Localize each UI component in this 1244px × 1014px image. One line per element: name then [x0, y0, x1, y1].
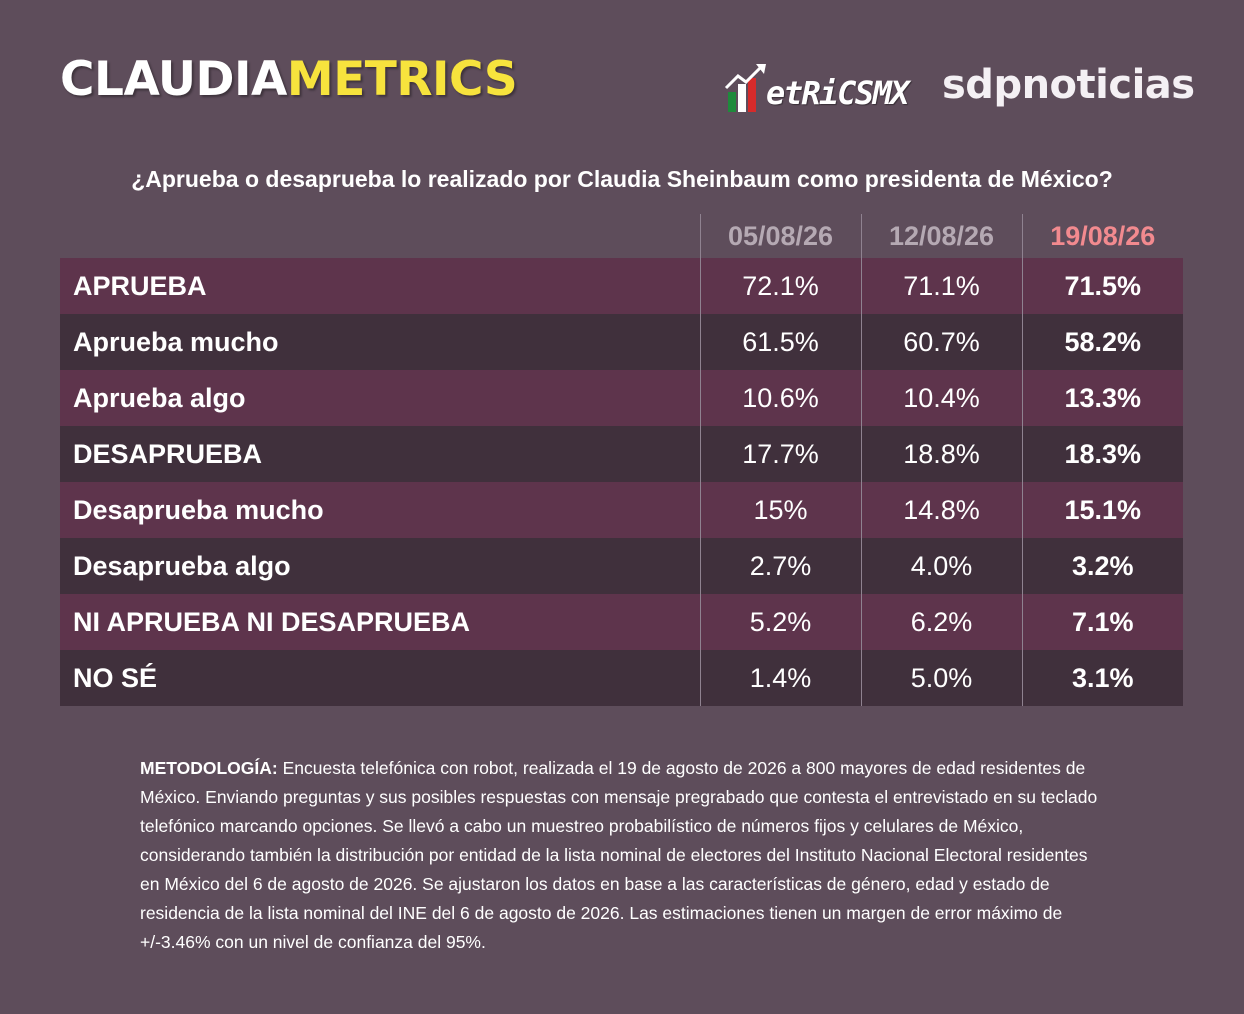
row-label: NI APRUEBA NI DESAPRUEBA: [60, 594, 700, 650]
cell-value: 6.2%: [860, 594, 1022, 650]
cell-value: 71.1%: [860, 258, 1022, 314]
table-row: Aprueba mucho 61.5% 60.7% 58.2%: [60, 314, 1183, 370]
cell-value: 72.1%: [699, 258, 861, 314]
header-row: 05/08/26 12/08/26 19/08/26: [60, 214, 1183, 258]
cell-value: 5.0%: [860, 650, 1022, 706]
row-label: Aprueba mucho: [60, 314, 700, 370]
table-row: DESAPRUEBA 17.7% 18.8% 18.3%: [60, 426, 1183, 482]
row-label: APRUEBA: [60, 258, 700, 314]
cell-value: 2.7%: [699, 538, 861, 594]
row-label: DESAPRUEBA: [60, 426, 700, 482]
cell-value: 18.8%: [860, 426, 1022, 482]
cell-value-latest: 18.3%: [1021, 426, 1183, 482]
methodology-text: Encuesta telefónica con robot, realizada…: [140, 758, 1098, 952]
header: CLAUDIAMETRICS etRiCSMX sdpnoticias: [0, 0, 1244, 140]
chart-title: ¿Aprueba o desaprueba lo realizado por C…: [131, 166, 1113, 192]
cell-value: 1.4%: [699, 650, 861, 706]
logo-part-metrics: METRICS: [286, 52, 518, 107]
cell-value-latest: 58.2%: [1021, 314, 1183, 370]
table-row: Desaprueba algo 2.7% 4.0% 3.2%: [60, 538, 1183, 594]
row-label: Aprueba algo: [60, 370, 700, 426]
header-blank: [60, 214, 700, 258]
cell-value-latest: 13.3%: [1021, 370, 1183, 426]
cell-value: 14.8%: [860, 482, 1022, 538]
results-table: 05/08/26 12/08/26 19/08/26 APRUEBA 72.1%…: [60, 214, 1183, 706]
column-date-latest: 19/08/26: [1021, 214, 1183, 258]
methodology-note: METODOLOGÍA: Encuesta telefónica con rob…: [140, 754, 1105, 957]
metricsmx-logo: etRiCSMX: [724, 62, 924, 114]
table-row: Aprueba algo 10.6% 10.4% 13.3%: [60, 370, 1183, 426]
metricsmx-wordmark: etRiCSMX: [766, 74, 910, 112]
cell-value-latest: 7.1%: [1021, 594, 1183, 650]
methodology-label: METODOLOGÍA:: [140, 758, 278, 778]
claudiametrics-logo: CLAUDIAMETRICS: [60, 52, 518, 107]
row-label: Desaprueba mucho: [60, 482, 700, 538]
sdpnoticias-logo: sdpnoticias: [942, 62, 1195, 108]
row-label: Desaprueba algo: [60, 538, 700, 594]
cell-value: 10.6%: [699, 370, 861, 426]
logo-part-claudia: CLAUDIA: [60, 52, 287, 107]
cell-value: 10.4%: [860, 370, 1022, 426]
table-row: NI APRUEBA NI DESAPRUEBA 5.2% 6.2% 7.1%: [60, 594, 1183, 650]
table-row: Desaprueba mucho 15% 14.8% 15.1%: [60, 482, 1183, 538]
column-date: 05/08/26: [699, 214, 861, 258]
row-label: NO SÉ: [60, 650, 700, 706]
cell-value: 15%: [699, 482, 861, 538]
cell-value: 17.7%: [699, 426, 861, 482]
cell-value-latest: 3.2%: [1021, 538, 1183, 594]
table-row: NO SÉ 1.4% 5.0% 3.1%: [60, 650, 1183, 706]
cell-value: 61.5%: [699, 314, 861, 370]
cell-value: 5.2%: [699, 594, 861, 650]
cell-value: 4.0%: [860, 538, 1022, 594]
cell-value: 60.7%: [860, 314, 1022, 370]
cell-value-latest: 15.1%: [1021, 482, 1183, 538]
column-date: 12/08/26: [860, 214, 1022, 258]
cell-value-latest: 3.1%: [1021, 650, 1183, 706]
cell-value-latest: 71.5%: [1021, 258, 1183, 314]
table-row: APRUEBA 72.1% 71.1% 71.5%: [60, 258, 1183, 314]
metricsmx-chart-icon: [724, 64, 766, 112]
